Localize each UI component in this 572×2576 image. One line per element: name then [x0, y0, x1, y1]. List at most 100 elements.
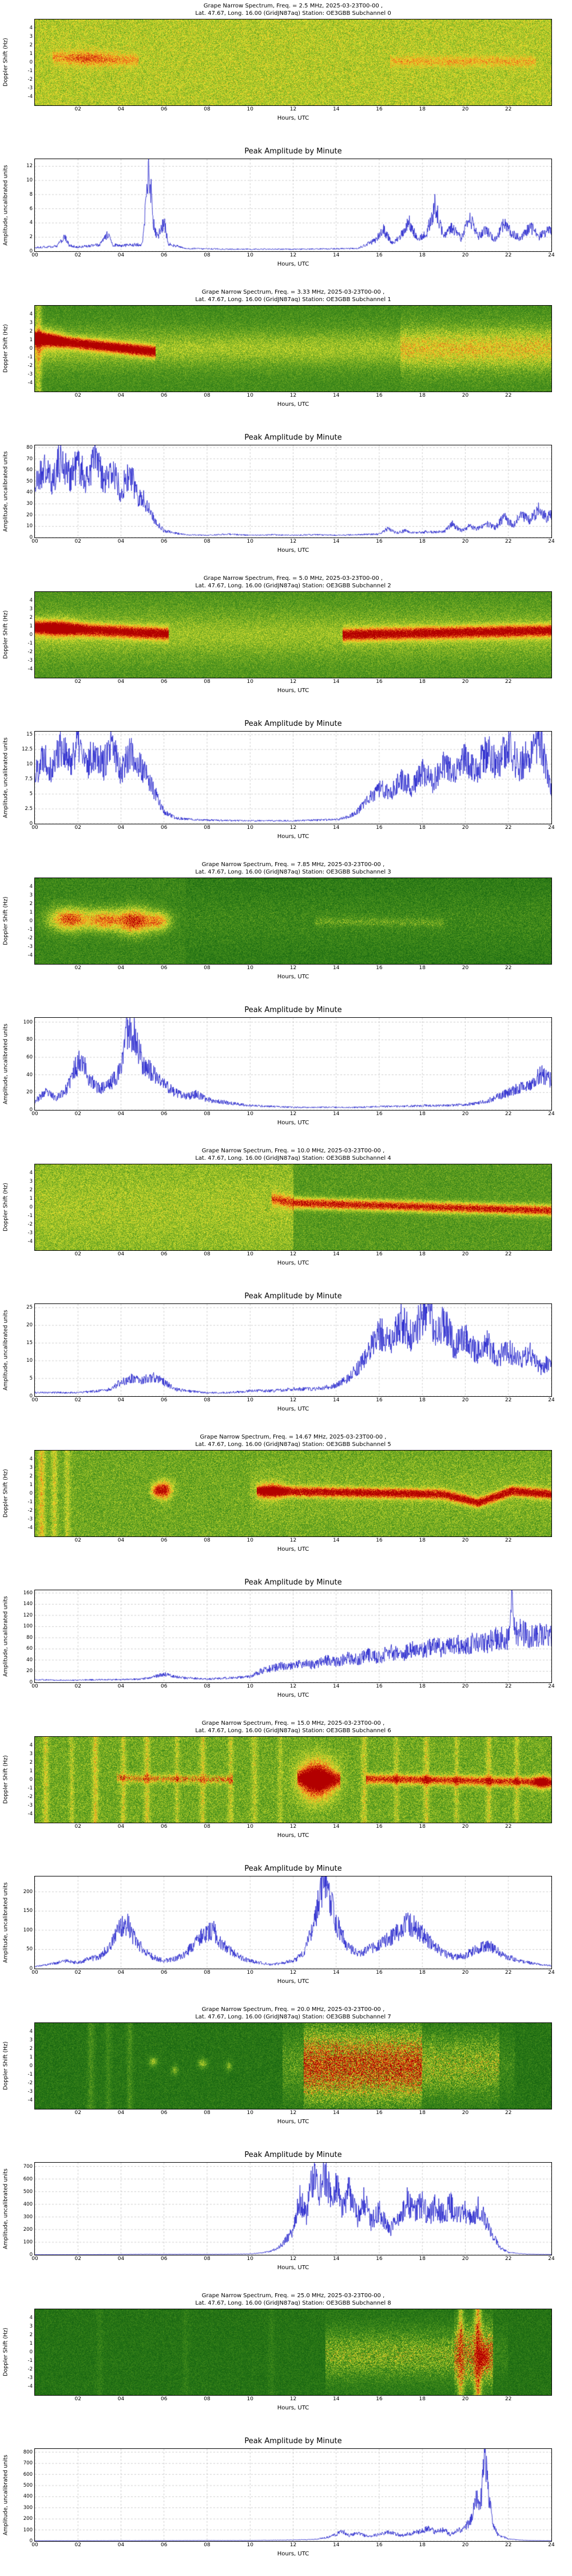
x-tick-label: 08 [204, 1970, 210, 1976]
x-tick-label: 16 [376, 679, 383, 685]
x-axis-label: Hours, UTC [277, 1832, 309, 1839]
y-tick-label: 80 [26, 1634, 33, 1641]
y-tick-label: 400 [23, 2494, 33, 2500]
chart-titles: Grape Narrow Spectrum, Freq. = 10.0 MHz,… [34, 1148, 552, 1162]
y-axis-label: Amplitude, uncalibrated units [2, 1882, 9, 1963]
plot-area: 00 02 04 06 08 10 12 14 16 18 20 22 24 0 10 20 30 40 50 60 7… [26, 445, 555, 544]
y-tick-label: 5 [29, 791, 33, 797]
y-tick-label: 2 [29, 2046, 33, 2052]
chart-title-line2: Lat. 47.67, Long. 16.00 (GridJN87aq) Sta… [195, 1155, 391, 1161]
amplitude-line-chart [35, 1304, 551, 1396]
spectrogram-image [35, 1164, 551, 1250]
x-tick-label: 18 [419, 1397, 426, 1403]
y-tick-label: 20 [26, 1322, 33, 1329]
y-tick-label: 100 [23, 1019, 33, 1025]
y-tick-label: 4 [29, 2029, 33, 2034]
y-tick-label: 3 [29, 892, 33, 898]
y-tick-label: 10 [26, 1358, 33, 1364]
x-tick-label: 06 [161, 2256, 168, 2262]
y-tick-label: 7.5 [25, 776, 33, 783]
y-axis-label: Doppler Shift (Hz) [2, 1183, 9, 1232]
x-tick-label: 12 [289, 252, 297, 258]
y-tick-label: 50 [26, 478, 33, 484]
y-tick-label: -1 [27, 2072, 33, 2077]
x-tick-label: 02 [74, 252, 81, 258]
y-tick-label: 1 [29, 337, 33, 343]
y-axis-label: Amplitude, uncalibrated units [2, 737, 9, 818]
y-axis-label: Doppler Shift (Hz) [2, 896, 9, 946]
y-axis-label: Amplitude, uncalibrated units [2, 2168, 9, 2249]
chart-title: Peak Amplitude by Minute [244, 433, 342, 442]
chart-titles: Grape Narrow Spectrum, Freq. = 25.0 MHz,… [34, 2293, 552, 2307]
x-tick-label: 18 [419, 2256, 426, 2262]
x-tick-label: 16 [376, 2396, 383, 2402]
spectrogram-image [35, 878, 551, 964]
x-tick-label: 16 [376, 106, 383, 112]
y-tick-label: 0 [29, 1204, 33, 1210]
y-tick-label: 25 [26, 1305, 33, 1311]
y-tick-label: -4 [27, 1811, 33, 1817]
y-tick-label: 80 [26, 1037, 33, 1043]
x-axis-label: Hours, UTC [277, 688, 309, 694]
x-tick-label: 02 [74, 1538, 81, 1543]
y-tick-label: 20 [26, 1089, 33, 1096]
y-tick-label: -3 [27, 2375, 33, 2381]
x-tick-label: 18 [419, 2110, 426, 2116]
x-tick-label: 02 [74, 1824, 81, 1830]
x-tick-label: 14 [333, 2110, 340, 2116]
y-tick-label: 3 [29, 320, 33, 326]
x-tick-label: 10 [247, 1970, 253, 1976]
x-axis-label: Hours, UTC [277, 1406, 309, 1412]
y-tick-label: 120 [23, 1612, 33, 1618]
chart-title-line1: Grape Narrow Spectrum, Freq. = 10.0 MHz,… [201, 1148, 385, 1154]
x-tick-label: 14 [333, 1251, 340, 1257]
x-tick-label: 16 [376, 1251, 383, 1257]
y-tick-label: 15 [26, 732, 33, 738]
y-tick-label: 140 [23, 1601, 33, 1607]
x-tick-label: 14 [333, 679, 340, 685]
plot-area: 00 02 04 06 08 10 12 14 16 18 20 22 24 0 50 100 150 200 [23, 1876, 555, 1976]
y-tick-label: -4 [27, 953, 33, 958]
x-tick-label: 04 [117, 1684, 125, 1689]
y-tick-label: 4 [29, 220, 33, 226]
x-tick-label: 20 [462, 393, 469, 398]
x-tick-label: 20 [462, 1251, 469, 1257]
x-tick-label: 10 [247, 1111, 253, 1117]
x-tick-label: 16 [376, 1970, 383, 1976]
y-tick-label: 600 [23, 2176, 33, 2182]
x-tick-label: 04 [117, 1397, 125, 1403]
y-tick-label: -2 [27, 649, 33, 655]
x-axis-label: Hours, UTC [277, 401, 309, 408]
x-tick-label: 02 [74, 2396, 81, 2402]
x-tick-label: 02 [74, 106, 81, 112]
x-tick-label: 22 [505, 2396, 512, 2402]
x-tick-label: 14 [333, 106, 340, 112]
x-tick-label: 04 [117, 965, 125, 971]
x-tick-label: 10 [247, 1684, 253, 1689]
y-axis-label: Doppler Shift (Hz) [2, 38, 9, 87]
y-tick-label: 600 [23, 2471, 33, 2478]
y-tick-label: 40 [26, 1072, 33, 1078]
x-tick-label: 12 [289, 1111, 297, 1117]
y-tick-label: 3 [29, 1465, 33, 1471]
x-tick-label: 12 [289, 2542, 297, 2548]
x-tick-label: 06 [161, 2542, 168, 2548]
plot-area: 02 04 06 08 10 12 14 16 18 20 22 4 3 2 1 0 -1 -2 -3 -4 [28, 305, 552, 398]
x-tick-label: 24 [548, 1397, 555, 1403]
x-tick-label: 12 [289, 1970, 297, 1976]
x-axis-label: Hours, UTC [277, 2265, 309, 2271]
spectrogram-panel-0: Grape Narrow Spectrum, Freq. = 2.5 MHz, … [0, 0, 572, 143]
x-tick-label: 22 [505, 2110, 512, 2116]
y-tick-label: 12 [26, 163, 33, 169]
y-axis-label: Doppler Shift (Hz) [2, 1469, 9, 1518]
amplitude-panel-5: Peak Amplitude by Minute Amplitude, unca… [0, 1574, 572, 1717]
y-tick-label: 0 [29, 1491, 33, 1496]
y-axis-label: Doppler Shift (Hz) [2, 610, 9, 659]
chart-title-line1: Grape Narrow Spectrum, Freq. = 7.85 MHz,… [201, 862, 385, 868]
x-tick-label: 18 [419, 393, 426, 398]
y-tick-label: -4 [27, 1239, 33, 1244]
x-tick-label: 04 [117, 1251, 125, 1257]
amplitude-line-chart [35, 1876, 551, 1969]
y-tick-label: -2 [27, 935, 33, 941]
spectrogram-image [35, 19, 551, 105]
